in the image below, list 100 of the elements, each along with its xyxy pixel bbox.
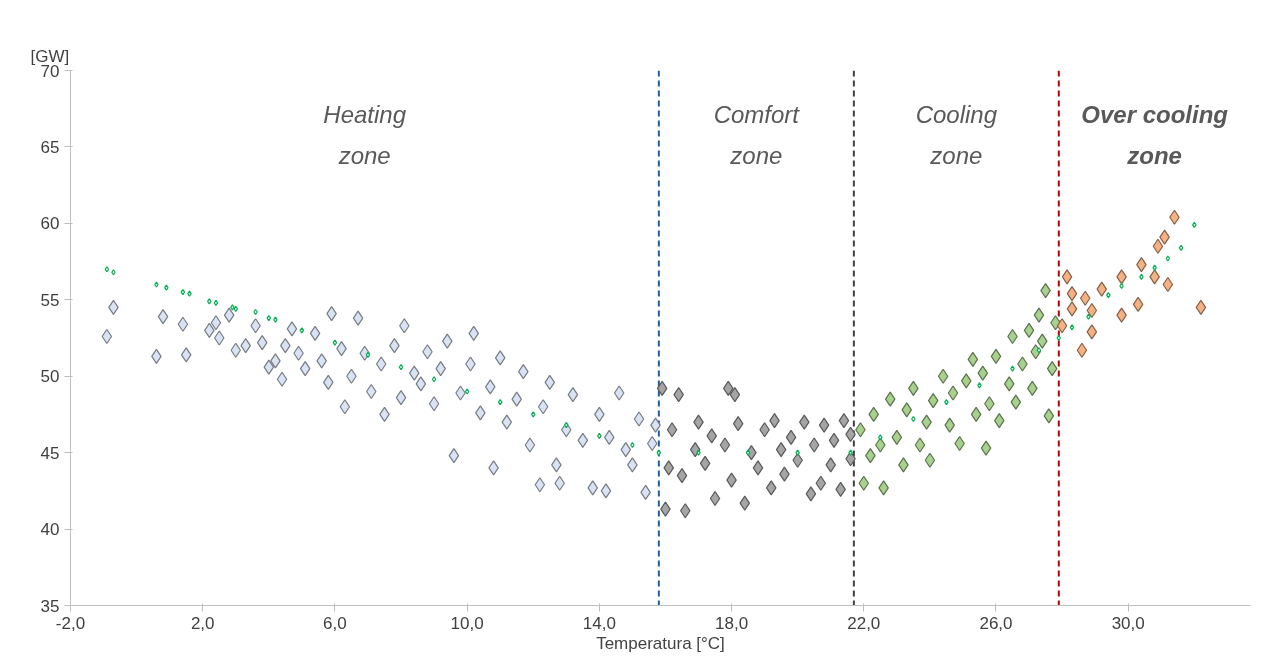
point	[1079, 290, 1091, 306]
point	[818, 417, 830, 433]
point	[207, 298, 212, 305]
point	[858, 475, 870, 491]
x-tick-label: 18,0	[715, 613, 749, 633]
point	[914, 437, 926, 453]
point	[1010, 394, 1022, 410]
point	[927, 393, 939, 409]
point	[970, 406, 982, 423]
point	[564, 422, 569, 429]
y-tick-label: 60	[40, 214, 60, 234]
point	[666, 422, 678, 438]
point	[1086, 302, 1098, 319]
point	[464, 388, 470, 395]
point	[805, 486, 817, 502]
point	[1152, 238, 1164, 254]
point	[815, 475, 827, 491]
point	[699, 455, 711, 471]
x-tick-label: 30,0	[1111, 613, 1145, 633]
point	[795, 449, 800, 456]
point	[1132, 296, 1144, 312]
point	[656, 449, 662, 456]
point	[1033, 307, 1045, 323]
point	[924, 452, 936, 468]
point	[597, 432, 602, 439]
point	[1003, 376, 1015, 392]
x-tick-label: 26,0	[979, 613, 1013, 633]
point	[967, 351, 979, 367]
point	[878, 434, 883, 441]
x-axis-title: Temperatura [°C]	[596, 633, 725, 653]
point	[1046, 360, 1058, 377]
point	[884, 391, 896, 407]
point	[960, 373, 972, 389]
point	[901, 402, 913, 418]
x-tick-label: 10,0	[450, 613, 484, 633]
point	[977, 365, 989, 381]
point	[709, 490, 721, 507]
point	[732, 416, 744, 432]
x-tick-label: 22,0	[847, 613, 881, 633]
point	[729, 386, 741, 403]
y-tick-label: 55	[40, 290, 60, 310]
point	[154, 281, 159, 288]
point	[1086, 324, 1098, 340]
point	[332, 339, 338, 346]
point	[180, 289, 186, 296]
point	[990, 348, 1002, 364]
point	[1076, 342, 1088, 358]
point	[1139, 273, 1144, 280]
point	[663, 460, 675, 476]
point	[980, 440, 992, 456]
annotation: Heating zone	[323, 101, 407, 169]
point	[1096, 281, 1108, 297]
point	[1195, 299, 1207, 316]
point	[828, 432, 840, 449]
point	[739, 495, 751, 511]
point	[1165, 255, 1171, 262]
point	[752, 460, 764, 476]
point	[1106, 292, 1111, 299]
point	[676, 467, 688, 484]
point	[1162, 276, 1174, 293]
annotation: Cooling zone	[915, 101, 998, 169]
point	[808, 437, 820, 453]
annotation: Comfort zone	[713, 101, 801, 169]
point	[497, 399, 503, 406]
point	[111, 269, 116, 276]
point	[213, 299, 219, 306]
point	[977, 382, 982, 389]
point	[765, 480, 777, 496]
point	[1056, 318, 1068, 334]
point	[937, 368, 949, 384]
point	[1152, 264, 1157, 271]
point	[947, 385, 959, 401]
point	[719, 437, 731, 453]
point	[1086, 313, 1091, 320]
point	[722, 380, 734, 397]
point	[431, 376, 437, 383]
point	[230, 304, 235, 311]
x-tick-label: 14,0	[582, 613, 616, 633]
y-tick-label: 45	[40, 443, 60, 463]
point	[273, 316, 278, 323]
point	[1178, 244, 1184, 251]
point	[838, 412, 850, 429]
point	[1069, 324, 1075, 331]
x-tick-label: 2,0	[190, 613, 215, 633]
point	[1056, 334, 1062, 342]
point	[164, 284, 169, 291]
point	[775, 441, 787, 458]
point	[1066, 286, 1078, 302]
point	[266, 315, 272, 322]
point	[848, 449, 853, 456]
point	[398, 363, 404, 371]
point	[233, 305, 239, 313]
x-tick-label: 6,0	[323, 613, 347, 633]
point	[1066, 301, 1078, 317]
y-tick-label: 50	[40, 367, 60, 387]
y-tick-label: 65	[40, 137, 60, 157]
annotation: Over cooling zone	[1081, 101, 1229, 169]
point	[1010, 365, 1015, 372]
point	[1192, 221, 1197, 228]
point	[785, 429, 797, 445]
